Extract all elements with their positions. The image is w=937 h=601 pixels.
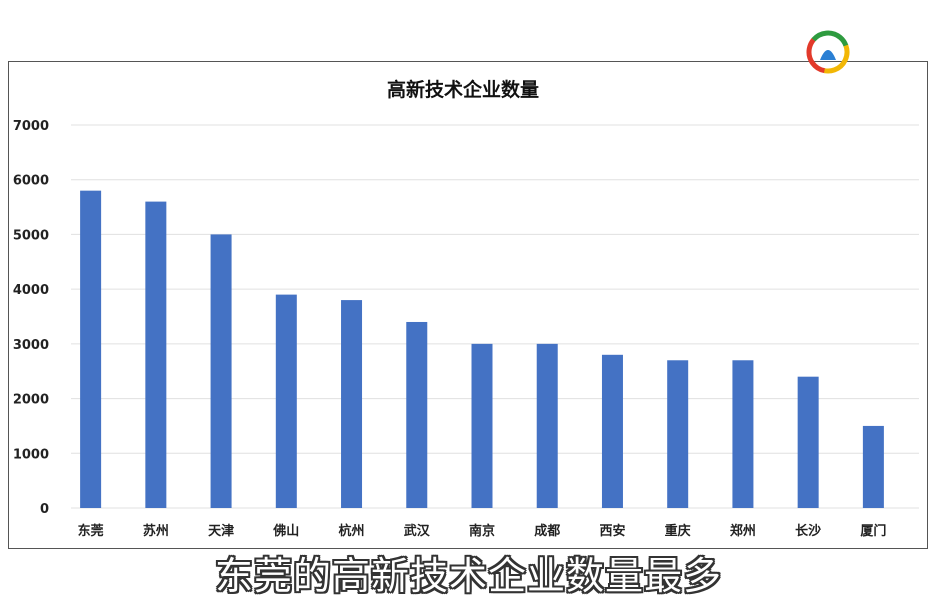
- y-tick-label: 2000: [13, 393, 49, 408]
- y-tick-label: 7000: [13, 119, 49, 134]
- app-logo-icon: [806, 30, 850, 74]
- x-tick-label: 佛山: [272, 523, 299, 539]
- bar: [471, 343, 493, 508]
- bar: [732, 360, 754, 508]
- y-tick-label: 6000: [13, 174, 49, 189]
- bar: [536, 343, 558, 508]
- bars: [80, 190, 884, 508]
- y-axis-ticks: 0 1000 2000 3000 4000 5000 6000 7000: [13, 119, 49, 517]
- bar: [145, 201, 167, 508]
- x-tick-label: 南京: [469, 523, 495, 539]
- x-tick-label: 成都: [534, 523, 560, 539]
- y-tick-label: 3000: [13, 338, 49, 353]
- video-caption: 东莞的高新技术企业数量最多: [214, 554, 722, 598]
- y-tick-label: 1000: [13, 447, 49, 462]
- bar: [667, 360, 689, 508]
- y-tick-label: 0: [40, 502, 49, 517]
- x-tick-label: 郑州: [730, 523, 756, 539]
- chart-title: 高新技术企业数量: [387, 78, 539, 101]
- bar: [210, 234, 232, 508]
- x-tick-label: 厦门: [860, 523, 886, 539]
- x-tick-label: 武汉: [404, 523, 431, 539]
- x-tick-label: 杭州: [339, 523, 365, 539]
- bar: [601, 354, 623, 508]
- bar: [406, 321, 428, 508]
- grid-lines: [71, 124, 919, 509]
- chart-frame: 高新技术企业数量 0 1000 2000 3000 4000 5000 6000 7000 东…: [8, 61, 928, 549]
- bar: [797, 376, 819, 508]
- y-tick-label: 5000: [13, 228, 49, 243]
- x-tick-label: 苏州: [143, 523, 169, 539]
- bar: [275, 294, 297, 508]
- x-tick-label: 重庆: [665, 523, 691, 539]
- x-tick-label: 西安: [599, 523, 625, 539]
- bar: [80, 190, 102, 508]
- y-tick-label: 4000: [13, 283, 49, 298]
- x-tick-label: 天津: [208, 523, 234, 539]
- bar-chart: 高新技术企业数量 0 1000 2000 3000 4000 5000 6000 7000 东…: [13, 78, 919, 539]
- x-axis-ticks: 东莞 苏州 天津 佛山 杭州 武汉 南京 成都 西安 重庆 郑州 长沙 厦门: [78, 523, 887, 539]
- x-tick-label: 东莞: [78, 523, 104, 539]
- bar: [341, 300, 363, 508]
- x-tick-label: 长沙: [795, 523, 821, 539]
- bar: [862, 425, 884, 508]
